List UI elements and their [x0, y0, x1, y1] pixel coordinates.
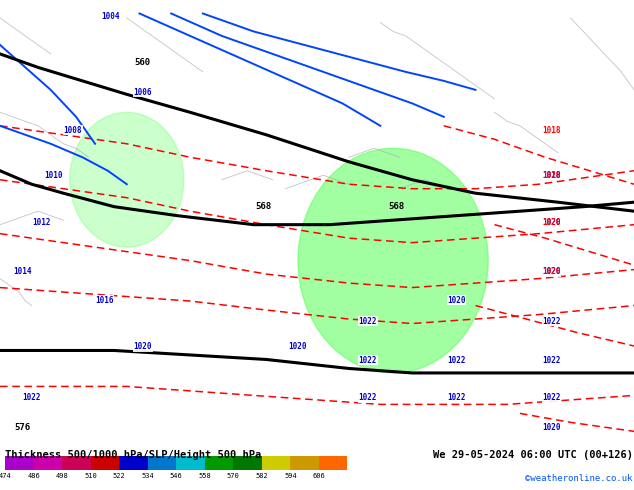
Text: 1004: 1004 [101, 12, 120, 21]
Text: 1022: 1022 [542, 317, 561, 326]
Bar [319, 456, 347, 470]
Text: 1022: 1022 [447, 393, 466, 402]
Text: 1016: 1016 [95, 295, 114, 305]
Text: 1020: 1020 [542, 218, 561, 227]
Text: 1020: 1020 [542, 268, 561, 276]
Text: 606: 606 [313, 472, 325, 479]
Bar [290, 456, 319, 470]
Text: 1020: 1020 [447, 295, 466, 305]
Text: 1020: 1020 [542, 268, 561, 276]
Text: 1020: 1020 [542, 171, 561, 180]
Text: 1006: 1006 [133, 88, 152, 97]
Text: 1022: 1022 [22, 393, 41, 402]
Text: 1022: 1022 [447, 356, 466, 365]
Text: ©weatheronline.co.uk: ©weatheronline.co.uk [525, 474, 633, 483]
Text: 576: 576 [14, 423, 30, 432]
Text: 498: 498 [56, 472, 68, 479]
Text: 1012: 1012 [32, 218, 51, 227]
Text: 568: 568 [388, 202, 404, 211]
Ellipse shape [298, 148, 488, 373]
Text: 582: 582 [256, 472, 268, 479]
Text: 522: 522 [113, 472, 126, 479]
Ellipse shape [70, 112, 184, 247]
Text: 474: 474 [0, 472, 11, 479]
Text: 1020: 1020 [542, 218, 561, 227]
Text: 1020: 1020 [542, 423, 561, 432]
Text: 1014: 1014 [13, 268, 32, 276]
Text: 1022: 1022 [542, 356, 561, 365]
Bar [176, 456, 205, 470]
Text: 1022: 1022 [542, 393, 561, 402]
Bar [119, 456, 148, 470]
Text: 1022: 1022 [358, 317, 377, 326]
Text: 486: 486 [27, 472, 40, 479]
Bar [262, 456, 290, 470]
Bar [91, 456, 119, 470]
Bar [34, 456, 62, 470]
Text: 1022: 1022 [358, 393, 377, 402]
Text: 510: 510 [84, 472, 97, 479]
Text: 546: 546 [170, 472, 183, 479]
Text: 1018: 1018 [542, 126, 561, 135]
Bar [233, 456, 262, 470]
Text: 594: 594 [284, 472, 297, 479]
Text: 570: 570 [227, 472, 240, 479]
Bar [205, 456, 233, 470]
Text: Thickness 500/1000 hPa/SLP/Height 500 hPa: Thickness 500/1000 hPa/SLP/Height 500 hP… [5, 450, 261, 460]
Text: 1018: 1018 [542, 171, 561, 180]
Text: We 29-05-2024 06:00 UTC (00+126): We 29-05-2024 06:00 UTC (00+126) [433, 450, 633, 460]
Bar [5, 456, 34, 470]
Text: 568: 568 [255, 202, 271, 211]
Text: 1022: 1022 [358, 356, 377, 365]
Text: 1010: 1010 [44, 171, 63, 180]
Text: 1020: 1020 [288, 343, 307, 351]
Text: 1020: 1020 [133, 343, 152, 351]
Bar [148, 456, 176, 470]
Bar [62, 456, 91, 470]
Text: 560: 560 [134, 58, 151, 68]
Text: 558: 558 [198, 472, 211, 479]
Text: 534: 534 [141, 472, 154, 479]
Text: 1008: 1008 [63, 126, 82, 135]
